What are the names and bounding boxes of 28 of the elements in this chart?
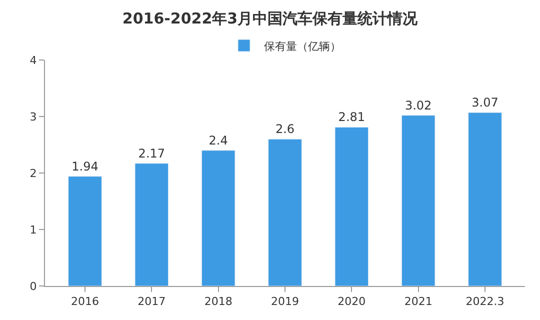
y-tick-label: 0	[30, 280, 37, 293]
y-tick-label: 1	[30, 223, 37, 236]
x-tick-label: 2017	[138, 295, 166, 308]
bar	[268, 138, 302, 286]
bar	[201, 150, 236, 286]
bar	[134, 163, 169, 286]
data-label: 2.4	[208, 133, 228, 148]
y-tick-label: 3	[30, 110, 37, 124]
x-tick-label: 2019	[271, 295, 299, 308]
y-tick-label: 4	[30, 54, 37, 67]
x-tick-label: 2016	[71, 295, 99, 308]
data-label: 2.81	[338, 110, 366, 124]
bar	[68, 176, 102, 286]
x-tick-label: 2018	[204, 295, 232, 308]
data-label: 2.6	[275, 122, 295, 136]
bar	[334, 126, 369, 286]
data-label: 3.07	[472, 96, 498, 110]
data-label: 2.17	[138, 146, 166, 160]
bar	[468, 112, 502, 286]
data-label: 1.94	[72, 159, 98, 174]
x-tick-label: 2022.3	[466, 295, 504, 308]
chart-title: 2016-2022年3月中国汽车保有量统计情况	[122, 9, 419, 28]
y-tick-label: 2	[30, 166, 37, 180]
x-tick-label: 2021	[404, 295, 432, 308]
x-tick-label: 2020	[338, 295, 366, 308]
data-label: 3.02	[404, 98, 432, 112]
bar	[401, 115, 436, 286]
legend-label: 保有量（亿辆）	[264, 40, 341, 53]
